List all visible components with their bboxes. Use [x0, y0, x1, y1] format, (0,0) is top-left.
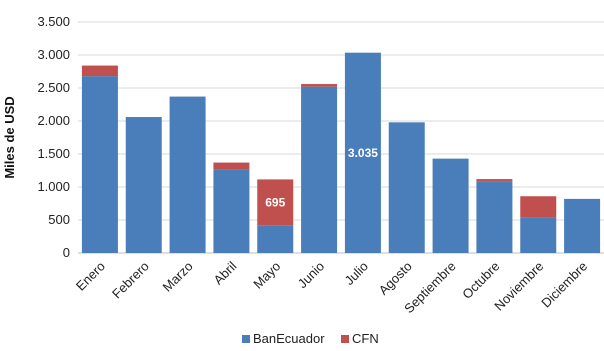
x-tick-labels: Enero Febrero Marzo Abril Mayo Junio Julio Agos…: [73, 258, 590, 316]
y-tick-label: 0: [63, 245, 70, 260]
bar-banecuador-febrero: [125, 117, 162, 253]
legend-swatch: [341, 335, 349, 343]
x-tick-label: Enero: [73, 259, 108, 294]
x-tick-label: Agosto: [376, 259, 415, 298]
bar-banecuador-abril: [213, 169, 250, 253]
bar-cfn-abril: [213, 162, 250, 170]
y-tick-label: 2.000: [37, 113, 70, 128]
bar-cfn-junio: [301, 84, 338, 87]
bar-banecuador-marzo: [169, 96, 206, 253]
y-tick-label: 2.500: [37, 80, 70, 95]
data-label: 3.035: [348, 146, 378, 160]
legend-swatch: [242, 335, 250, 343]
y-axis-label: Miles de USD: [2, 96, 17, 178]
bar-banecuador-octubre: [476, 181, 513, 253]
data-labels: 695 3.035: [265, 146, 378, 210]
gridlines: [78, 21, 604, 221]
bar-banecuador-noviembre: [520, 217, 557, 253]
legend-entry: BanEcuador: [253, 331, 325, 346]
bar-banecuador-agosto: [388, 122, 425, 253]
legend: BanEcuador CFN: [242, 331, 379, 346]
x-tick-label: Mayo: [250, 259, 283, 292]
x-tick-label: Julio: [342, 259, 372, 289]
x-tick-label: Abril: [211, 258, 240, 287]
y-tick-label: 3.500: [37, 14, 70, 29]
x-tick-label: Diciembre: [538, 259, 590, 311]
x-tick-label: Octubre: [459, 259, 502, 302]
bar-cfn-enero: [81, 65, 118, 77]
x-tick-label: Febrero: [109, 259, 152, 302]
x-tick-label: Junio: [295, 259, 328, 292]
bar-banecuador-julio: [344, 52, 381, 253]
bar-banecuador-diciembre: [564, 198, 601, 253]
x-tick-label: Marzo: [160, 259, 196, 295]
bar-cfn-mayo: [257, 179, 294, 226]
y-tick-label: 1.500: [37, 146, 70, 161]
bar-banecuador-mayo: [257, 225, 294, 253]
y-tick-label: 500: [48, 212, 70, 227]
bar-banecuador-junio: [301, 86, 338, 254]
data-label: 695: [265, 195, 285, 209]
bars: [81, 52, 601, 254]
bar-banecuador-enero: [81, 76, 118, 254]
y-tick-labels: 0 500 1.000 1.500 2.000 2.500 3.000 3.500: [37, 14, 70, 260]
bar-cfn-octubre: [476, 179, 513, 182]
bar-cfn-noviembre: [520, 196, 557, 218]
legend-entry: CFN: [352, 331, 379, 346]
bar-banecuador-septiembre: [432, 158, 469, 253]
y-tick-label: 3.000: [37, 47, 70, 62]
y-tick-label: 1.000: [37, 179, 70, 194]
